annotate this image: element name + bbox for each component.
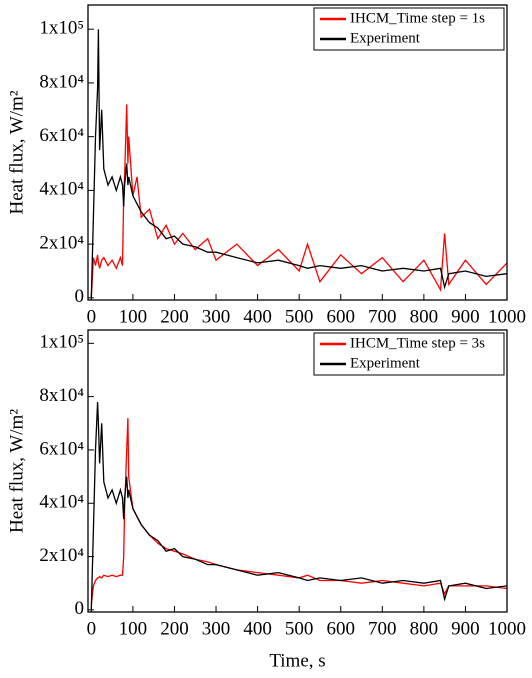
x-tick-label: 500 [285, 618, 314, 639]
x-tick-label: 900 [451, 306, 480, 327]
x-tick-label: 900 [451, 618, 480, 639]
legend-label: IHCM_Time step = 1s [350, 10, 485, 26]
x-tick-label: 200 [160, 618, 189, 639]
x-tick-label: 100 [119, 618, 148, 639]
x-tick-label: 800 [410, 306, 439, 327]
data-line [90, 29, 508, 298]
y-tick-label: 8x10⁴ [39, 71, 84, 92]
x-tick-label: 500 [285, 306, 314, 327]
legend-box [313, 7, 505, 51]
y-tick-label: 2x10⁴ [39, 545, 84, 566]
x-tick-label: 0 [87, 306, 97, 327]
x-tick-label: 700 [368, 306, 397, 327]
y-tick-label: 4x10⁴ [39, 179, 84, 200]
x-tick-label: 300 [202, 618, 231, 639]
legend-label: Experiment [350, 355, 421, 371]
y-tick-label: 1x10⁵ [39, 18, 84, 39]
x-tick-label: 0 [87, 618, 97, 639]
y-tick-label: 0 [75, 598, 85, 619]
x-tick-label: 400 [243, 306, 272, 327]
x-tick-label: 600 [326, 618, 355, 639]
y-tick-label: 8x10⁴ [39, 385, 84, 406]
data-line [90, 104, 508, 298]
y-axis-label: Heat flux, W/m² [6, 90, 27, 214]
x-tick-label: 800 [410, 618, 439, 639]
legend-box [313, 332, 505, 376]
legend-label: IHCM_Time step = 3s [350, 335, 485, 351]
x-tick-label: 200 [160, 306, 189, 327]
data-line [90, 417, 508, 605]
x-tick-label: 400 [243, 618, 272, 639]
x-tick-label: 700 [368, 618, 397, 639]
data-line [90, 401, 508, 610]
legend-label: Experiment [350, 30, 421, 46]
x-axis-label: Time, s [269, 650, 325, 671]
x-tick-label: 1000 [488, 306, 526, 327]
x-tick-label: 300 [202, 306, 231, 327]
x-tick-label: 600 [326, 306, 355, 327]
y-tick-label: 6x10⁴ [39, 125, 84, 146]
plot-frame [87, 329, 508, 613]
x-tick-label: 100 [119, 306, 148, 327]
y-tick-label: 4x10⁴ [39, 492, 84, 513]
plot-frame [87, 4, 508, 301]
y-tick-label: 0 [75, 286, 85, 307]
x-tick-label: 1000 [488, 618, 526, 639]
y-tick-label: 6x10⁴ [39, 438, 84, 459]
y-tick-label: 1x10⁵ [39, 332, 84, 353]
y-axis-label: Heat flux, W/m² [6, 409, 27, 533]
y-tick-label: 2x10⁴ [39, 232, 84, 253]
